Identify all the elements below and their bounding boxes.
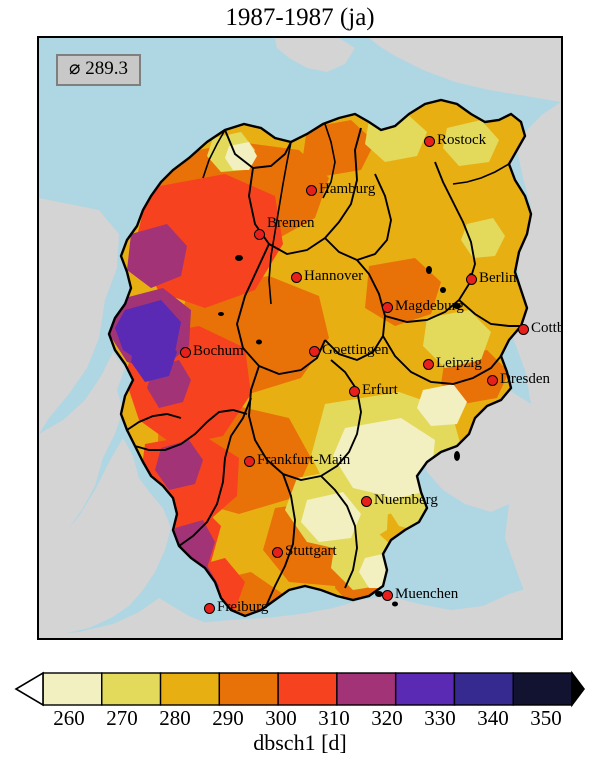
colorbar-band-310-320 [336,672,397,706]
city-marker-hannover [290,271,302,283]
colorbar-band-290-300 [218,672,279,706]
map-detail-marks [218,255,474,607]
colorbar-tick-310: 310 [318,706,350,730]
colorbar-tick-290: 290 [212,706,244,730]
colorbar: 260 270 280 290 300 310 320 330 340 350 dbsch1 [d… [0,668,600,780]
city-label-nuernberg: Nuernberg [374,492,438,508]
city-marker-dresden [486,374,498,386]
colorbar-extend-low [14,671,44,707]
colorbar-tick-330: 330 [424,706,456,730]
rivers-and-coast [202,123,510,305]
city-marker-bremen [253,228,265,240]
city-marker-leipzig [422,358,434,370]
colorbar-tick-340: 340 [477,706,509,730]
city-label-erfurt: Erfurt [362,382,398,398]
city-label-bremen: Bremen [267,215,315,231]
city-marker-nuernberg [360,495,372,507]
city-label-magdeburg: Magdeburg [395,298,464,314]
city-label-goettingen: Goettingen [322,342,389,358]
colorbar-tick-labels: 260 270 280 290 300 310 320 330 340 350 [0,706,600,734]
city-marker-muenchen [381,589,393,601]
colorbar-tick-300: 300 [265,706,297,730]
city-label-dresden: Dresden [500,371,550,387]
city-marker-erfurt [348,385,360,397]
colorbar-band-270-280 [101,672,162,706]
city-marker-freiburg [203,602,215,614]
city-label-leipzig: Leipzig [436,355,482,371]
neighbor-countries [39,38,561,638]
city-label-rostock: Rostock [437,132,487,148]
colorbar-swatches [14,670,585,708]
city-label-stuttgart: Stuttgart [285,543,337,559]
colorbar-band-340-350 [512,672,573,706]
city-label-hannover: Hannover [304,268,364,284]
city-label-bochum: Bochum [193,343,244,359]
city-marker-stuttgart [271,546,283,558]
city-marker-frankfurt-main [243,455,255,467]
city-label-hamburg: Hamburg [319,181,376,197]
colorbar-extend-high [571,670,585,708]
city-label-muenchen: Muenchen [395,586,459,602]
city-marker-hamburg [305,184,317,196]
colorbar-tick-260: 260 [53,706,85,730]
city-marker-cottbus [517,323,529,335]
germany-choropleth-map [39,38,561,638]
colorbar-band-300-310 [277,672,338,706]
colorbar-tick-270: 270 [106,706,138,730]
colorbar-band-330-340 [453,672,514,706]
germany-border [107,98,533,618]
page-title: 1987-1987 (ja) [225,4,375,31]
city-label-freiburg: Freiburg [217,599,269,615]
colorbar-tick-320: 320 [371,706,403,730]
city-label-frankfurt-main: Frankfurt-Main [257,452,351,468]
colorbar-band-320-330 [394,672,456,706]
city-marker-berlin [465,273,477,285]
colorbar-band-260-270 [42,672,103,706]
average-badge: ⌀ 289.3 [56,54,141,86]
city-marker-rostock [423,135,435,147]
colorbar-tick-350: 350 [530,706,562,730]
city-marker-magdeburg [381,301,393,313]
colorbar-axis-label: dbsch1 [d] [253,730,347,755]
colorbar-band-280-290 [159,672,221,706]
city-label-cottbus: Cottbus [531,320,561,336]
colorbar-tick-280: 280 [159,706,191,730]
city-marker-goettingen [308,345,320,357]
city-marker-bochum [179,346,191,358]
map-panel: ⌀ 289.3 Rostock Hamburg Bremen Hannover Berl… [37,36,563,640]
city-label-berlin: Berlin [479,270,517,286]
